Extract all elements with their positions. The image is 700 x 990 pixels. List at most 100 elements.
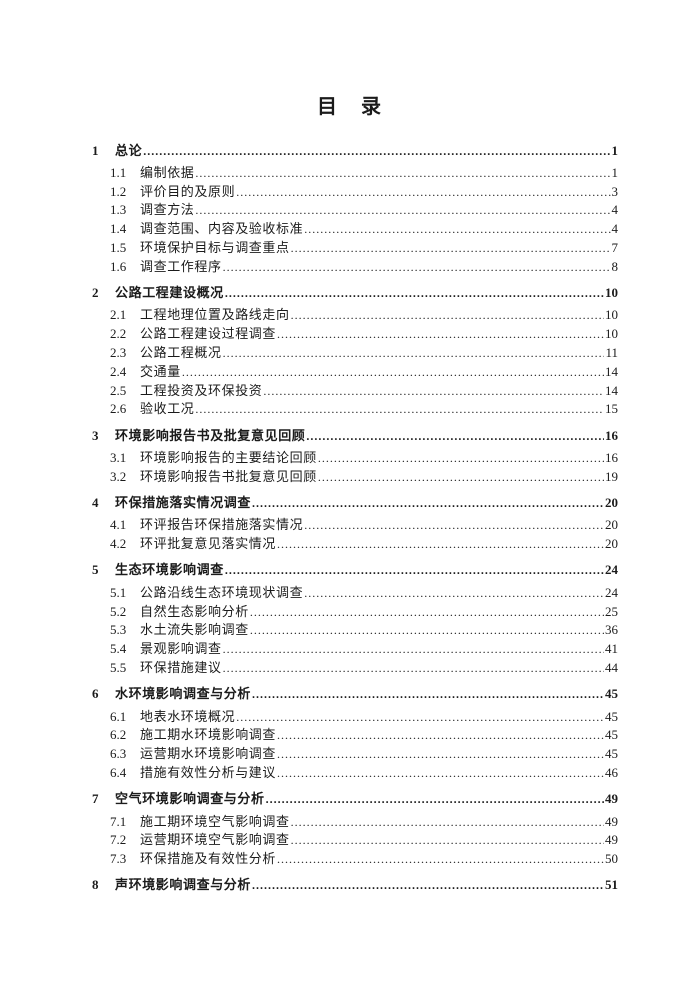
toc-entry-label: 交通量 — [140, 363, 181, 379]
dot-leader: ........................................… — [252, 496, 604, 511]
toc-entry: 1.6 调查工作程序 .............................… — [92, 258, 618, 277]
toc-entry-number: 8 — [92, 877, 99, 893]
toc-entry-number: 5.5 — [110, 659, 127, 675]
toc-entry-page: 51 — [605, 877, 618, 893]
toc-entry-page: 49 — [605, 832, 618, 848]
dot-leader: ........................................… — [290, 814, 604, 829]
toc-entry: 2.4 交通量 ................................… — [92, 363, 618, 382]
toc-entry: 1.3 调查方法 ...............................… — [92, 201, 618, 220]
toc-entry: 2.1 工程地理位置及路线走向 ........................… — [92, 306, 618, 325]
toc-entry-page: 49 — [605, 791, 618, 807]
toc-entry: 4.2 环评批复意见落实情况 .........................… — [92, 535, 618, 554]
toc-entry-label: 公路工程概况 — [140, 344, 222, 360]
toc-entry: 3.1 环境影响报告的主要结论回顾 ......................… — [92, 449, 618, 468]
toc-entry-number: 1.2 — [110, 183, 127, 199]
dot-leader: ........................................… — [277, 327, 604, 342]
dot-leader: ........................................… — [277, 747, 604, 762]
dot-leader: ........................................… — [265, 792, 604, 807]
toc-entry: 4 环保措施落实情况调查 ...........................… — [92, 494, 618, 513]
toc-entry: 6 水环境影响调查与分析 ...........................… — [92, 685, 618, 704]
toc-entry: 6.1 地表水环境概况 ............................… — [92, 708, 618, 727]
toc-entry-page: 46 — [605, 764, 618, 780]
toc-entry-page: 20 — [605, 495, 618, 511]
toc-entry-page: 44 — [605, 659, 618, 675]
toc-entry-number: 6 — [92, 686, 99, 702]
toc-entry-number: 5.4 — [110, 641, 127, 657]
toc-entry-label: 景观影响调查 — [140, 641, 222, 657]
toc-entry-page: 11 — [605, 344, 618, 360]
toc-entry-number: 1.6 — [110, 258, 127, 274]
dot-leader: ........................................… — [222, 259, 611, 274]
toc-entry: 1.4 调查范围、内容及验收标准 .......................… — [92, 220, 618, 239]
toc-entry-label: 环评批复意见落实情况 — [140, 536, 277, 552]
toc-entry-number: 6.4 — [110, 764, 127, 780]
toc-entry-label: 环境保护目标与调查重点 — [140, 239, 290, 255]
toc-entry-label: 声环境影响调查与分析 — [115, 877, 252, 893]
toc-entry-number: 5 — [92, 562, 99, 578]
toc-entry-number: 2 — [92, 285, 99, 301]
toc-entry-page: 36 — [605, 622, 618, 638]
toc-entry-number: 4.2 — [110, 536, 127, 552]
toc-entry-label: 自然生态影响分析 — [140, 603, 249, 619]
toc-entry: 6.3 运营期水环境影响调查 .........................… — [92, 745, 618, 764]
dot-leader: ........................................… — [277, 765, 604, 780]
toc-entry-page: 10 — [605, 326, 618, 342]
toc-entry: 1.5 环境保护目标与调查重点 ........................… — [92, 239, 618, 258]
toc-entry-number: 2.2 — [110, 326, 127, 342]
toc-entry-number: 7.2 — [110, 832, 127, 848]
toc-entry-number: 5.2 — [110, 603, 127, 619]
toc-entry-label: 水土流失影响调查 — [140, 622, 249, 638]
toc-entry-number: 1.1 — [110, 164, 127, 180]
toc-entry: 7.3 环保措施及有效性分析 .........................… — [92, 850, 618, 869]
toc-entry-label: 空气环境影响调查与分析 — [115, 791, 265, 807]
toc-entry-page: 10 — [605, 285, 618, 301]
toc-entry-page: 45 — [605, 746, 618, 762]
toc-entry-number: 2.5 — [110, 382, 127, 398]
dot-leader: ........................................… — [195, 165, 610, 180]
toc-entry-label: 调查方法 — [140, 202, 195, 218]
toc-entry-number: 2.4 — [110, 363, 127, 379]
dot-leader: ........................................… — [222, 660, 604, 675]
toc-entry-label: 调查工作程序 — [140, 258, 222, 274]
toc-entry-number: 6.1 — [110, 708, 127, 724]
toc-entry: 7.1 施工期环境空气影响调查 ........................… — [92, 813, 618, 832]
dot-leader: ........................................… — [143, 143, 610, 158]
toc-entry-label: 施工期水环境影响调查 — [140, 727, 277, 743]
toc-entry-label: 环境影响报告书及批复意见回顾 — [115, 427, 306, 443]
dot-leader: ........................................… — [277, 852, 604, 867]
toc-entry: 5.4 景观影响调查 .............................… — [92, 640, 618, 659]
toc-entry-page: 49 — [605, 813, 618, 829]
toc-entry-label: 验收工况 — [140, 401, 195, 417]
dot-leader: ........................................… — [236, 184, 610, 199]
toc-entry-label: 施工期环境空气影响调查 — [140, 813, 290, 829]
toc-entry-number: 7 — [92, 791, 99, 807]
dot-leader: ........................................… — [222, 345, 605, 360]
toc-entry-number: 7.3 — [110, 851, 127, 867]
toc-entry-number: 5.1 — [110, 584, 127, 600]
toc-entry-page: 25 — [605, 603, 618, 619]
toc-entry-label: 工程地理位置及路线走向 — [140, 307, 290, 323]
toc-entry-number: 1.4 — [110, 221, 127, 237]
dot-leader: ........................................… — [317, 450, 604, 465]
toc-entry-number: 2.1 — [110, 307, 127, 323]
toc-entry: 7 空气环境影响调查与分析 ..........................… — [92, 790, 618, 809]
toc-entry-label: 地表水环境概况 — [140, 708, 236, 724]
toc-entry-page: 24 — [605, 584, 618, 600]
toc-entry-page: 7 — [611, 239, 619, 255]
toc-entry-label: 环境影响报告的主要结论回顾 — [140, 449, 317, 465]
toc-entry-label: 环境影响报告书批复意见回顾 — [140, 468, 317, 484]
dot-leader: ........................................… — [249, 604, 604, 619]
toc-entry-label: 环保措施及有效性分析 — [140, 851, 277, 867]
toc-entry-page: 50 — [605, 851, 618, 867]
toc-entry: 5.1 公路沿线生态环境现状调查 .......................… — [92, 584, 618, 603]
toc-entry-label: 环评报告环保措施落实情况 — [140, 517, 304, 533]
toc-entry: 1.1 编制依据 ...............................… — [92, 164, 618, 183]
toc-entry-page: 16 — [605, 427, 618, 443]
toc-entry-label: 运营期水环境影响调查 — [140, 746, 277, 762]
toc-entry: 2.6 验收工况 ...............................… — [92, 400, 618, 419]
dot-leader: ........................................… — [263, 383, 604, 398]
toc-entry: 3.2 环境影响报告书批复意见回顾 ......................… — [92, 468, 618, 487]
toc-entry-number: 2.6 — [110, 401, 127, 417]
toc-entry-label: 环保措施落实情况调查 — [115, 495, 252, 511]
toc-entry-label: 生态环境影响调查 — [115, 562, 224, 578]
